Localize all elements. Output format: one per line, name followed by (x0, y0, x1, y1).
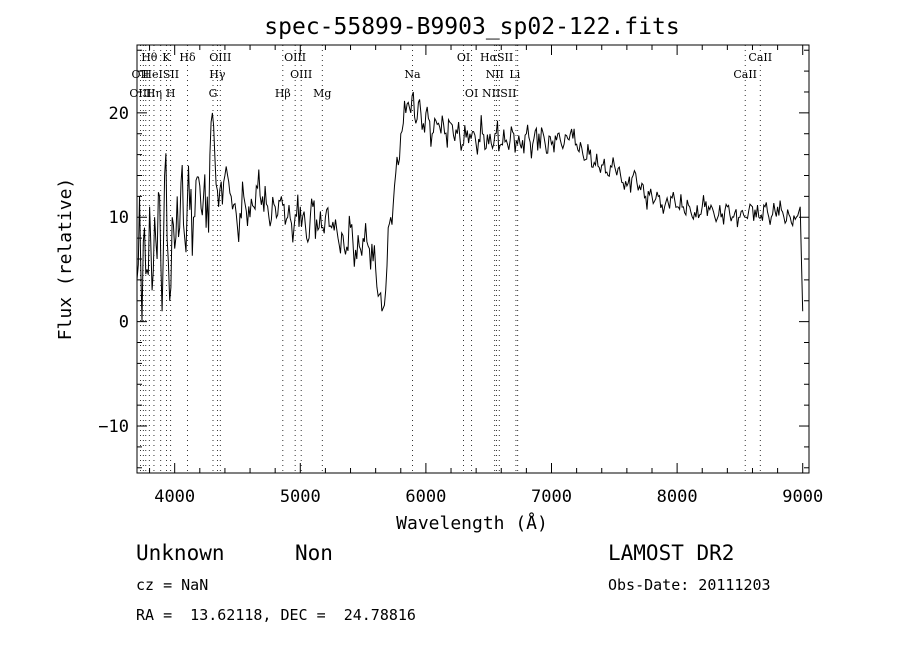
chart-title: spec-55899-B9903_sp02-122.fits (264, 14, 679, 40)
x-tick-label: 5000 (280, 487, 321, 507)
x-axis-ticks: 4000 5000 6000 7000 8000 9000 (149, 45, 823, 507)
object-subclass: Non (295, 541, 333, 565)
spectral-line-label: OII (132, 68, 150, 81)
redshift-cz: cz = NaN (136, 576, 208, 594)
y-tick-label: −10 (98, 417, 129, 437)
spectral-line-label: NII (486, 68, 504, 81)
x-tick-label: 8000 (657, 487, 698, 507)
y-tick-label: 10 (109, 208, 129, 228)
y-axis-ticks: −10 0 10 20 (98, 49, 809, 469)
coordinates: RA = 13.62118, DEC = 24.78816 (136, 606, 416, 624)
survey-name: LAMOST DR2 (608, 541, 734, 565)
spectral-line-label: HαSII (480, 51, 513, 64)
spectral-line-label: OI (457, 51, 470, 64)
spectral-line-label: Hθ (141, 51, 158, 64)
x-tick-label: 9000 (782, 487, 823, 507)
observation-date: Obs-Date: 20111203 (608, 576, 771, 594)
spectral-line-label: OIII (290, 68, 312, 81)
spectral-line-label: OIII (209, 51, 231, 64)
y-axis-label: Flux (relative) (55, 178, 76, 341)
spectral-line-label: CaII (748, 51, 772, 64)
spectral-line-label: CaII (733, 68, 757, 81)
spectral-line-label: OIII (284, 51, 306, 64)
x-axis-label: Wavelength (Å) (396, 512, 548, 534)
y-tick-label: 0 (119, 313, 129, 333)
spectral-line-label: Na (404, 68, 421, 81)
spectral-line-label: OIII (129, 87, 151, 100)
x-tick-label: 7000 (531, 487, 572, 507)
y-tick-label: 20 (109, 104, 129, 124)
spectral-line-label: K (162, 51, 171, 64)
spectral-line-label: HeISII (142, 68, 179, 81)
spectral-line-label: NIISII (482, 87, 517, 100)
x-tick-label: 6000 (405, 487, 446, 507)
plot-frame (136, 44, 810, 474)
spectral-line-label: H (166, 87, 176, 100)
spectral-line-label: Mg (313, 87, 331, 100)
spectral-line-label: Hη (146, 87, 162, 100)
object-class: Unknown (136, 541, 225, 565)
spectral-line-label: Li (509, 68, 520, 81)
spectral-line-label: G (209, 87, 218, 100)
spectral-line-label: Hβ (275, 87, 291, 100)
spectrum-line (136, 91, 804, 322)
spectral-line-label: Hγ (209, 68, 226, 81)
spectral-line-label: OI (465, 87, 478, 100)
plot-area (136, 45, 804, 473)
x-tick-label: 4000 (154, 487, 195, 507)
spectral-line-label: Hδ (179, 51, 196, 64)
